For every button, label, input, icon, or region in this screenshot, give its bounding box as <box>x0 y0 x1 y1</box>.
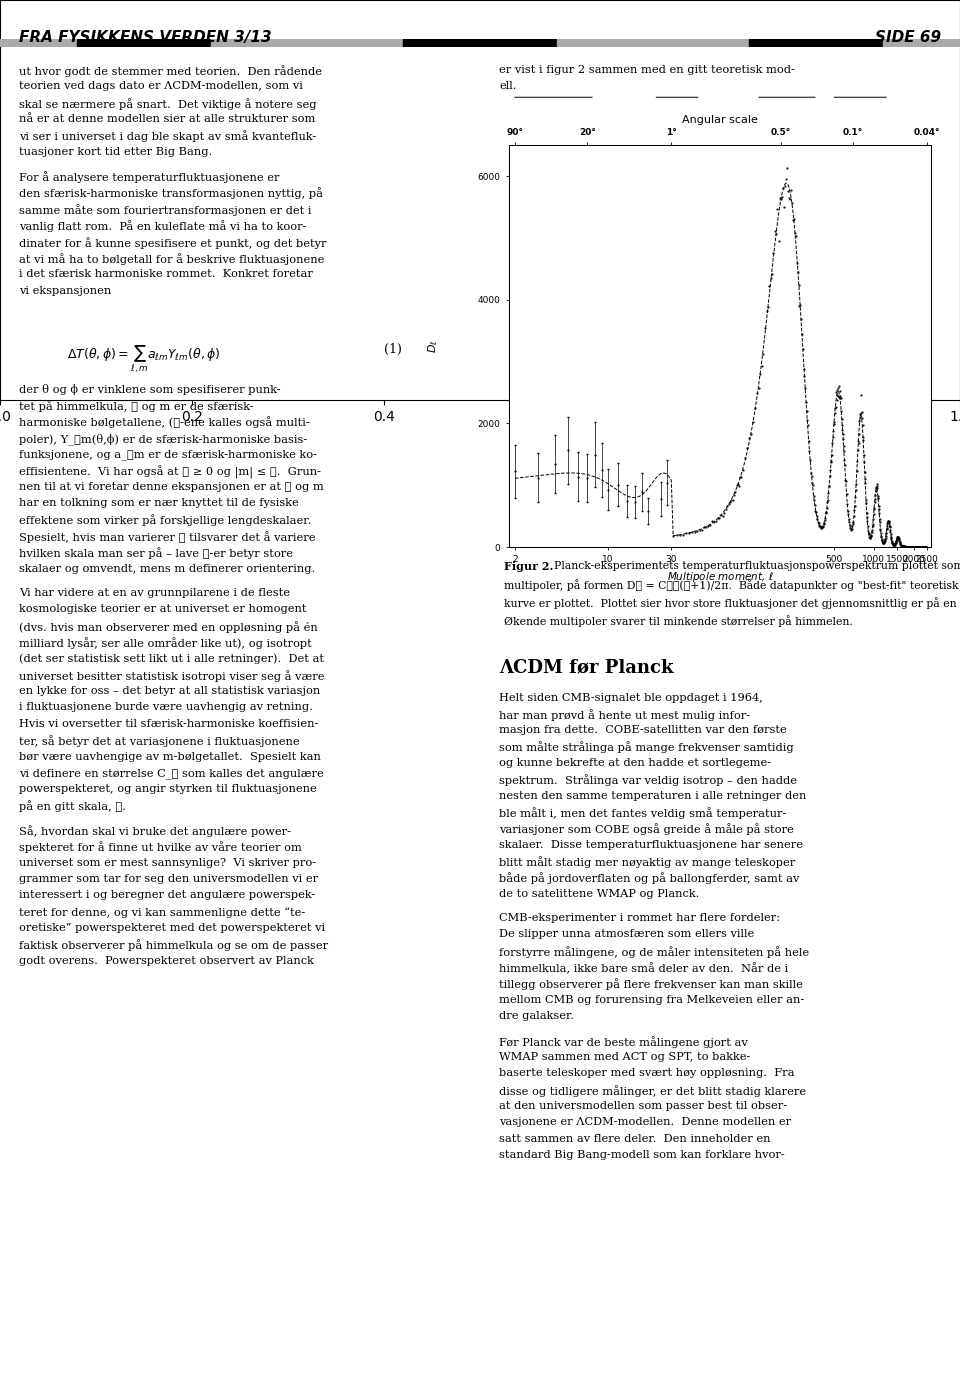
Text: masjon fra dette.  COBE-satellitten var den første: masjon fra dette. COBE-satellitten var d… <box>499 726 787 735</box>
Text: funksjonene, og a_ℓm er de sfærisk-harmoniske ko-: funksjonene, og a_ℓm er de sfærisk-harmo… <box>19 449 317 460</box>
Text: milliard lysår, ser alle områder like ut), og isotropt: milliard lysår, ser alle områder like ut… <box>19 637 312 650</box>
Text: skalaer og omvendt, mens m definerer orientering.: skalaer og omvendt, mens m definerer ori… <box>19 564 316 573</box>
Text: disse og tidligere målinger, er det blitt stadig klarere: disse og tidligere målinger, er det blit… <box>499 1084 806 1097</box>
X-axis label: Multipole moment, $\ell$: Multipole moment, $\ell$ <box>666 571 774 584</box>
Bar <box>749 39 883 47</box>
Text: mellom CMB og forurensing fra Melkeveien eller an-: mellom CMB og forurensing fra Melkeveien… <box>499 994 804 1006</box>
Text: (1): (1) <box>384 343 402 356</box>
Text: Figur 2.: Figur 2. <box>504 561 553 572</box>
Text: nå er at denne modellen sier at alle strukturer som: nå er at denne modellen sier at alle str… <box>19 114 316 125</box>
Text: har man prøvd å hente ut mest mulig infor-: har man prøvd å hente ut mest mulig info… <box>499 709 751 720</box>
Text: er vist i figur 2 sammen med en gitt teoretisk mod-: er vist i figur 2 sammen med en gitt teo… <box>499 65 795 75</box>
Text: faktisk observerer på himmelkula og se om de passer: faktisk observerer på himmelkula og se o… <box>19 939 328 951</box>
Text: universet som er mest sannsynlige?  Vi skriver pro-: universet som er mest sannsynlige? Vi sk… <box>19 857 317 868</box>
Text: interessert i og beregner det angulære powerspek-: interessert i og beregner det angulære p… <box>19 891 316 900</box>
Text: SIDE 69: SIDE 69 <box>875 30 941 46</box>
Text: vi definere en størrelse C_ℓ som kalles det angulære: vi definere en størrelse C_ℓ som kalles … <box>19 767 324 778</box>
Text: både på jordoverflaten og på ballongferder, samt av: både på jordoverflaten og på ballongferd… <box>499 873 800 884</box>
Text: WMAP sammen med ACT og SPT, to bakke-: WMAP sammen med ACT og SPT, to bakke- <box>499 1053 751 1062</box>
Text: og kunne bekrefte at den hadde et sortlegeme-: og kunne bekrefte at den hadde et sortle… <box>499 758 771 767</box>
Text: spektrum.  Strålinga var veldig isotrop – den hadde: spektrum. Strålinga var veldig isotrop –… <box>499 774 797 787</box>
Text: universet besitter statistisk isotropi viser seg å være: universet besitter statistisk isotropi v… <box>19 670 324 681</box>
Text: $\Delta T(\theta, \phi) = \sum_{\ell,m} a_{\ell m} Y_{\ell m}(\theta, \phi)$: $\Delta T(\theta, \phi) = \sum_{\ell,m} … <box>67 343 221 374</box>
Text: Økende multipoler svarer til minkende størrelser på himmelen.: Økende multipoler svarer til minkende st… <box>504 615 852 627</box>
Text: ut hvor godt de stemmer med teorien.  Den rådende: ut hvor godt de stemmer med teorien. Den… <box>19 65 323 78</box>
Text: ΛCDM før Planck: ΛCDM før Planck <box>499 658 674 676</box>
Text: ter, så betyr det at variasjonene i fluktuasjonene: ter, så betyr det at variasjonene i fluk… <box>19 735 300 747</box>
Text: Planck-eksperimentets temperaturfluktuasjonspowerspektrum plottet som funksjon a: Planck-eksperimentets temperaturfluktuas… <box>547 561 960 571</box>
Text: blitt målt stadig mer nøyaktig av mange teleskoper: blitt målt stadig mer nøyaktig av mange … <box>499 856 796 868</box>
Text: FRA FYSIKKENS VERDEN 3/13: FRA FYSIKKENS VERDEN 3/13 <box>19 30 272 46</box>
Text: vi ekspansjonen: vi ekspansjonen <box>19 285 111 296</box>
Text: en lykke for oss – det betyr at all statistisk variasjon: en lykke for oss – det betyr at all stat… <box>19 686 321 697</box>
Bar <box>211 39 403 47</box>
Text: teorien ved dags dato er ΛCDM-modellen, som vi: teorien ved dags dato er ΛCDM-modellen, … <box>19 82 303 91</box>
Text: satt sammen av flere deler.  Den inneholder en: satt sammen av flere deler. Den innehold… <box>499 1134 771 1144</box>
Text: skalaer.  Disse temperaturfluktuasjonene har senere: skalaer. Disse temperaturfluktuasjonene … <box>499 839 804 849</box>
Text: på en gitt skala, ℓ.: på en gitt skala, ℓ. <box>19 801 126 813</box>
Text: dre galakser.: dre galakser. <box>499 1011 574 1021</box>
Text: bør være uavhengige av m-bølgetallet.  Spesielt kan: bør være uavhengige av m-bølgetallet. Sp… <box>19 752 321 762</box>
Text: baserte teleskoper med svært høy oppløsning.  Fra: baserte teleskoper med svært høy oppløsn… <box>499 1068 795 1079</box>
Text: standard Big Bang-modell som kan forklare hvor-: standard Big Bang-modell som kan forklar… <box>499 1150 785 1161</box>
Bar <box>403 39 557 47</box>
Text: oretiske” powerspekteret med det powerspekteret vi: oretiske” powerspekteret med det powersp… <box>19 924 325 933</box>
Text: effisientene.  Vi har også at ℓ ≥ 0 og |m| ≤ ℓ.  Grun-: effisientene. Vi har også at ℓ ≥ 0 og |m… <box>19 465 322 479</box>
Text: vi ser i universet i dag ble skapt av små kvantefluk-: vi ser i universet i dag ble skapt av sm… <box>19 130 317 143</box>
Text: grammer som tar for seg den universmodellen vi er: grammer som tar for seg den universmodel… <box>19 874 319 884</box>
Text: i det sfærisk harmoniske rommet.  Konkret foretar: i det sfærisk harmoniske rommet. Konkret… <box>19 270 313 280</box>
Text: den sfærisk-harmoniske transformasjonen nyttig, på: den sfærisk-harmoniske transformasjonen … <box>19 188 324 199</box>
Text: CMB-eksperimenter i rommet har flere fordeler:: CMB-eksperimenter i rommet har flere for… <box>499 913 780 924</box>
Text: De slipper unna atmosfæren som ellers ville: De slipper unna atmosfæren som ellers vi… <box>499 929 755 939</box>
Text: ble målt i, men det fantes veldig små temperatur-: ble målt i, men det fantes veldig små te… <box>499 807 786 819</box>
Text: Så, hvordan skal vi bruke det angulære power-: Så, hvordan skal vi bruke det angulære p… <box>19 825 291 837</box>
Text: $D_\ell$: $D_\ell$ <box>426 339 440 353</box>
Text: spekteret for å finne ut hvilke av våre teorier om: spekteret for å finne ut hvilke av våre … <box>19 842 302 853</box>
Text: i fluktuasjonene burde være uavhengig av retning.: i fluktuasjonene burde være uavhengig av… <box>19 702 313 712</box>
Text: (dvs. hvis man observerer med en oppløsning på én: (dvs. hvis man observerer med en oppløsn… <box>19 620 318 633</box>
Text: tuasjoner kort tid etter Big Bang.: tuasjoner kort tid etter Big Bang. <box>19 147 212 157</box>
Bar <box>557 39 749 47</box>
Text: vanlig flatt rom.  På en kuleflate må vi ha to koor-: vanlig flatt rom. På en kuleflate må vi … <box>19 220 306 233</box>
Text: kurve er plottet.  Plottet sier hvor store fluktuasjoner det gjennomsnittlig er : kurve er plottet. Plottet sier hvor stor… <box>504 597 960 609</box>
Text: kosmologiske teorier er at universet er homogent: kosmologiske teorier er at universet er … <box>19 604 306 615</box>
Text: samme måte som fouriertransformasjonen er det i: samme måte som fouriertransformasjonen e… <box>19 204 312 216</box>
Text: forstyrre målingene, og de måler intensiteten på hele: forstyrre målingene, og de måler intensi… <box>499 946 809 957</box>
Text: himmelkula, ikke bare små deler av den.  Når de i: himmelkula, ikke bare små deler av den. … <box>499 963 788 974</box>
Text: ell.: ell. <box>499 82 516 91</box>
Text: variasjoner som COBE også greide å måle på store: variasjoner som COBE også greide å måle … <box>499 823 794 835</box>
Text: Før Planck var de beste målingene gjort av: Før Planck var de beste målingene gjort … <box>499 1036 748 1047</box>
Title: Angular scale: Angular scale <box>682 115 758 125</box>
Text: har en tolkning som er nær knyttet til de fysiske: har en tolkning som er nær knyttet til d… <box>19 499 299 508</box>
Text: skal se nærmere på snart.  Det viktige å notere seg: skal se nærmere på snart. Det viktige å … <box>19 98 317 109</box>
Text: der θ og ϕ er vinklene som spesifiserer punk-: der θ og ϕ er vinklene som spesifiserer … <box>19 384 281 395</box>
Text: nen til at vi foretar denne ekspansjonen er at ℓ og m: nen til at vi foretar denne ekspansjonen… <box>19 482 324 492</box>
Text: nesten den samme temperaturen i alle retninger den: nesten den samme temperaturen i alle ret… <box>499 791 806 801</box>
Bar <box>0 39 77 47</box>
Text: som målte strålinga på mange frekvenser samtidig: som målte strålinga på mange frekvenser … <box>499 741 794 753</box>
Text: at den universmodellen som passer best til obser-: at den universmodellen som passer best t… <box>499 1101 787 1111</box>
Text: effektene som virker på forskjellige lengdeskalaer.: effektene som virker på forskjellige len… <box>19 515 311 526</box>
Text: tet på himmelkula, ℓ og m er de sfærisk-: tet på himmelkula, ℓ og m er de sfærisk- <box>19 400 253 411</box>
Bar <box>77 39 211 47</box>
Text: Helt siden CMB-signalet ble oppdaget i 1964,: Helt siden CMB-signalet ble oppdaget i 1… <box>499 692 763 702</box>
Text: powerspekteret, og angir styrken til fluktuasjonene: powerspekteret, og angir styrken til flu… <box>19 784 317 794</box>
Text: hvilken skala man ser på – lave ℓ-er betyr store: hvilken skala man ser på – lave ℓ-er bet… <box>19 547 293 560</box>
Text: godt overens.  Powerspekteret observert av Planck: godt overens. Powerspekteret observert a… <box>19 956 314 965</box>
Text: vasjonene er ΛCDM-modellen.  Denne modellen er: vasjonene er ΛCDM-modellen. Denne modell… <box>499 1118 791 1127</box>
Text: (det ser statistisk sett likt ut i alle retninger).  Det at: (det ser statistisk sett likt ut i alle … <box>19 654 324 663</box>
Text: at vi må ha to bølgetall for å beskrive fluktuasjonene: at vi må ha to bølgetall for å beskrive … <box>19 253 324 265</box>
Text: dinater for å kunne spesifisere et punkt, og det betyr: dinater for å kunne spesifisere et punkt… <box>19 237 326 248</box>
Text: For å analysere temperaturfluktuasjonene er: For å analysere temperaturfluktuasjonene… <box>19 172 279 183</box>
Text: Spesielt, hvis man varierer ℓ tilsvarer det å variere: Spesielt, hvis man varierer ℓ tilsvarer … <box>19 530 316 543</box>
Text: Hvis vi oversetter til sfærisk-harmoniske koeffisien-: Hvis vi oversetter til sfærisk-harmonisk… <box>19 719 319 729</box>
Text: tillegg observerer på flere frekvenser kan man skille: tillegg observerer på flere frekvenser k… <box>499 978 804 990</box>
Text: poler), Y_ℓm(θ,ϕ) er de sfærisk-harmoniske basis-: poler), Y_ℓm(θ,ϕ) er de sfærisk-harmonis… <box>19 434 307 445</box>
Bar <box>883 39 960 47</box>
Text: multipoler, på formen Dℓ = Cℓℓ(ℓ+1)/2π.  Både datapunkter og "best-fit" teoretis: multipoler, på formen Dℓ = Cℓℓ(ℓ+1)/2π. … <box>504 579 960 591</box>
Text: Vi har videre at en av grunnpilarene i de fleste: Vi har videre at en av grunnpilarene i d… <box>19 589 290 598</box>
Text: de to satelittene WMAP og Planck.: de to satelittene WMAP og Planck. <box>499 889 700 899</box>
Text: harmoniske bølgetallene, (ℓ-ene kalles også multi-: harmoniske bølgetallene, (ℓ-ene kalles o… <box>19 417 310 428</box>
Text: teret for denne, og vi kan sammenligne dette “te-: teret for denne, og vi kan sammenligne d… <box>19 907 305 917</box>
